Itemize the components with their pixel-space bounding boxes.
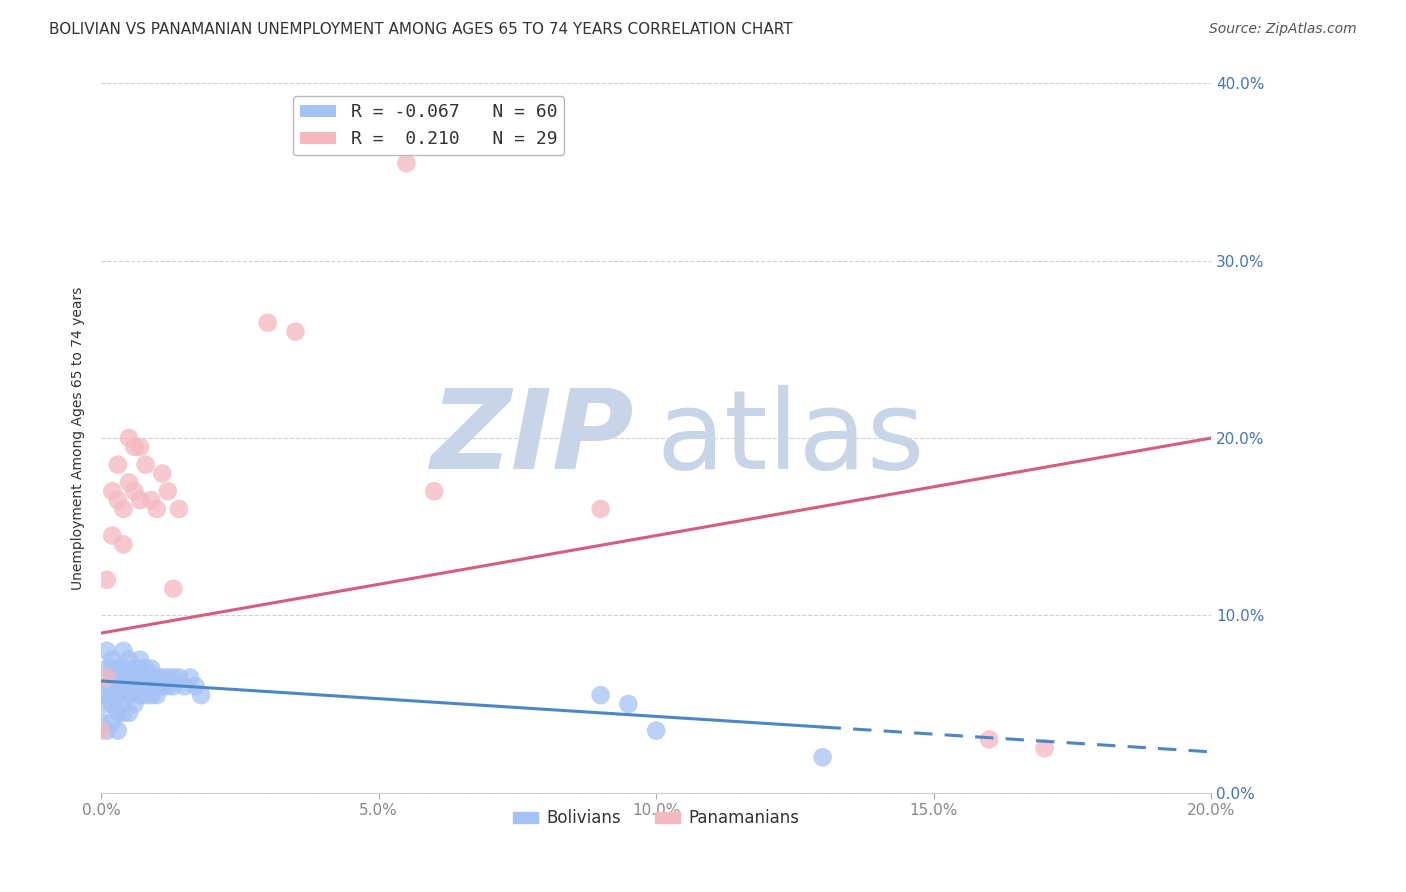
- Legend: Bolivians, Panamanians: Bolivians, Panamanians: [506, 803, 806, 834]
- Point: [118, 431, 141, 445]
- Point: [162, 679, 184, 693]
- Point: [156, 484, 179, 499]
- Point: [129, 493, 152, 508]
- Point: [162, 670, 184, 684]
- Point: [150, 467, 173, 481]
- Point: [101, 670, 124, 684]
- Point: [395, 156, 418, 170]
- Point: [162, 582, 184, 596]
- Point: [107, 688, 129, 702]
- Point: [96, 573, 118, 587]
- Point: [173, 679, 195, 693]
- Point: [190, 688, 212, 702]
- Point: [107, 706, 129, 720]
- Point: [135, 688, 157, 702]
- Point: [129, 688, 152, 702]
- Point: [124, 440, 146, 454]
- Point: [145, 679, 167, 693]
- Point: [112, 706, 135, 720]
- Point: [107, 723, 129, 738]
- Text: BOLIVIAN VS PANAMANIAN UNEMPLOYMENT AMONG AGES 65 TO 74 YEARS CORRELATION CHART: BOLIVIAN VS PANAMANIAN UNEMPLOYMENT AMON…: [49, 22, 793, 37]
- Point: [167, 670, 190, 684]
- Point: [156, 679, 179, 693]
- Point: [124, 484, 146, 499]
- Point: [96, 679, 118, 693]
- Point: [112, 502, 135, 516]
- Text: ZIP: ZIP: [430, 384, 634, 491]
- Point: [156, 670, 179, 684]
- Point: [141, 493, 163, 508]
- Point: [101, 653, 124, 667]
- Point: [141, 661, 163, 675]
- Point: [101, 697, 124, 711]
- Point: [107, 458, 129, 472]
- Point: [145, 688, 167, 702]
- Point: [118, 706, 141, 720]
- Point: [135, 661, 157, 675]
- Point: [256, 316, 278, 330]
- Point: [179, 670, 201, 684]
- Point: [645, 723, 668, 738]
- Point: [124, 670, 146, 684]
- Point: [112, 537, 135, 551]
- Point: [101, 484, 124, 499]
- Point: [129, 440, 152, 454]
- Point: [112, 670, 135, 684]
- Point: [617, 697, 640, 711]
- Text: Source: ZipAtlas.com: Source: ZipAtlas.com: [1209, 22, 1357, 37]
- Point: [90, 723, 112, 738]
- Point: [96, 723, 118, 738]
- Point: [90, 714, 112, 729]
- Point: [124, 679, 146, 693]
- Point: [107, 661, 129, 675]
- Point: [145, 670, 167, 684]
- Point: [96, 661, 118, 675]
- Point: [101, 714, 124, 729]
- Point: [979, 732, 1001, 747]
- Point: [124, 661, 146, 675]
- Point: [112, 661, 135, 675]
- Point: [589, 502, 612, 516]
- Point: [96, 670, 118, 684]
- Y-axis label: Unemployment Among Ages 65 to 74 years: Unemployment Among Ages 65 to 74 years: [72, 286, 86, 590]
- Point: [1033, 741, 1056, 756]
- Point: [423, 484, 446, 499]
- Point: [96, 644, 118, 658]
- Point: [101, 661, 124, 675]
- Point: [118, 475, 141, 490]
- Point: [135, 670, 157, 684]
- Point: [141, 688, 163, 702]
- Point: [90, 688, 112, 702]
- Point: [107, 679, 129, 693]
- Text: atlas: atlas: [657, 384, 925, 491]
- Point: [284, 325, 307, 339]
- Point: [150, 670, 173, 684]
- Point: [96, 697, 118, 711]
- Point: [129, 653, 152, 667]
- Point: [129, 670, 152, 684]
- Point: [124, 697, 146, 711]
- Point: [129, 661, 152, 675]
- Point: [167, 502, 190, 516]
- Point: [118, 670, 141, 684]
- Point: [112, 644, 135, 658]
- Point: [101, 688, 124, 702]
- Point: [107, 670, 129, 684]
- Point: [118, 688, 141, 702]
- Point: [118, 653, 141, 667]
- Point: [135, 458, 157, 472]
- Point: [112, 688, 135, 702]
- Point: [145, 502, 167, 516]
- Point: [107, 493, 129, 508]
- Point: [141, 670, 163, 684]
- Point: [811, 750, 834, 764]
- Point: [184, 679, 207, 693]
- Point: [589, 688, 612, 702]
- Point: [150, 679, 173, 693]
- Point: [101, 528, 124, 542]
